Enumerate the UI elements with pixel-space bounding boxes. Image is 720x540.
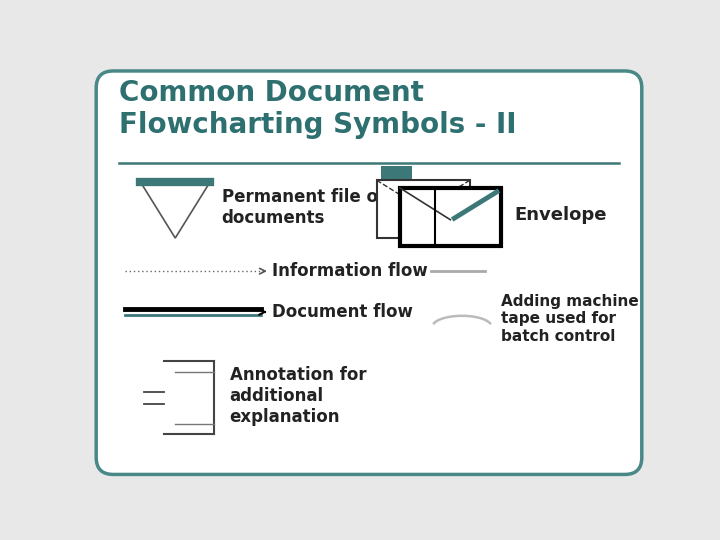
FancyBboxPatch shape xyxy=(96,71,642,475)
Text: Information flow: Information flow xyxy=(272,262,428,280)
Text: Permanent file of
documents: Permanent file of documents xyxy=(222,188,385,227)
Polygon shape xyxy=(140,182,210,238)
Bar xyxy=(377,180,469,238)
Text: Common Document
Flowcharting Symbols - II: Common Document Flowcharting Symbols - I… xyxy=(120,79,517,139)
Bar xyxy=(381,166,412,186)
Bar xyxy=(400,188,500,246)
Text: Envelope: Envelope xyxy=(515,206,607,224)
Text: Document flow: Document flow xyxy=(272,303,413,321)
Text: Annotation for
additional
explanation: Annotation for additional explanation xyxy=(230,366,366,426)
Text: Adding machine
tape used for
batch control: Adding machine tape used for batch contr… xyxy=(500,294,639,344)
